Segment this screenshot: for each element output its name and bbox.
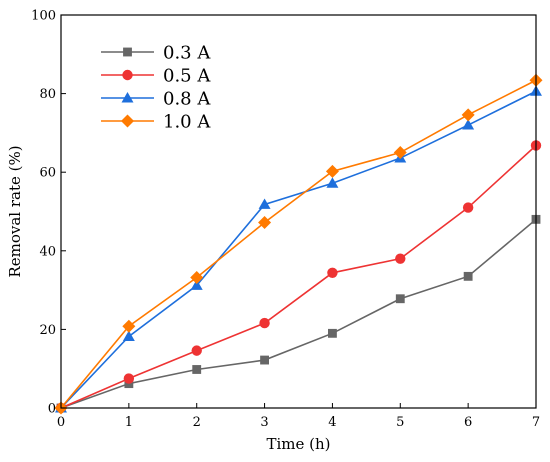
data-point <box>327 267 338 279</box>
x-tick-label: 0 <box>57 415 65 430</box>
x-tick-label: 5 <box>396 415 404 430</box>
data-point <box>190 271 204 285</box>
x-tick-label: 2 <box>193 415 201 430</box>
legend-label: 0.8 A <box>163 89 211 110</box>
y-tick-label: 40 <box>39 244 56 259</box>
legend-marker <box>123 47 132 57</box>
data-point <box>393 146 407 160</box>
data-point <box>192 365 202 374</box>
data-point <box>395 294 405 304</box>
plot-frame <box>60 14 537 409</box>
legend-label: 0.3 A <box>163 43 211 64</box>
data-point <box>122 330 135 341</box>
legend: 0.3 A0.5 A0.8 A1.0 A <box>101 43 211 133</box>
y-tick-label: 0 <box>48 402 56 417</box>
x-tick-label: 7 <box>532 415 540 430</box>
data-point <box>122 319 136 333</box>
data-point <box>461 108 475 122</box>
legend-entry: 0.8 A <box>101 89 211 110</box>
series-line <box>60 90 537 409</box>
data-point <box>258 216 272 230</box>
series-layer <box>54 73 543 415</box>
data-point <box>462 202 474 213</box>
data-point <box>325 164 339 178</box>
data-point <box>259 317 270 329</box>
y-tick-label: 80 <box>39 87 56 102</box>
axis-ticks: 0 1 2 3 4 5 6 7 0 20 40 60 80 100 <box>31 9 540 431</box>
y-tick-label: 100 <box>31 9 56 24</box>
series-line <box>60 218 537 409</box>
data-point <box>326 177 339 188</box>
legend-entry: 1.0 A <box>101 112 211 133</box>
data-point <box>463 271 473 281</box>
legend-marker <box>121 92 134 103</box>
x-axis-title: Time (h) <box>266 435 330 453</box>
legend-label: 0.5 A <box>163 66 211 87</box>
legend-entry: 0.5 A <box>101 66 211 87</box>
y-tick-label: 60 <box>39 166 56 181</box>
x-tick-label: 3 <box>260 415 268 430</box>
data-point <box>258 198 271 209</box>
legend-marker <box>121 114 134 128</box>
data-point <box>328 328 337 338</box>
legend-entry: 0.3 A <box>101 43 211 64</box>
data-point <box>260 355 269 365</box>
series-1-0-a <box>54 73 543 415</box>
series-line <box>60 144 537 409</box>
y-tick-label: 20 <box>39 323 56 338</box>
legend-marker <box>122 69 133 81</box>
y-axis-title: Removal rate (%) <box>6 145 24 277</box>
data-point <box>395 253 406 264</box>
data-point <box>191 345 202 356</box>
x-tick-label: 6 <box>464 415 472 430</box>
legend-label: 1.0 A <box>163 112 211 133</box>
x-tick-label: 4 <box>328 415 336 430</box>
data-point <box>190 279 203 290</box>
x-tick-label: 1 <box>125 415 133 430</box>
series-line <box>60 79 537 409</box>
data-point <box>123 373 135 384</box>
series-0-8-a <box>55 85 542 413</box>
data-point <box>462 119 475 130</box>
